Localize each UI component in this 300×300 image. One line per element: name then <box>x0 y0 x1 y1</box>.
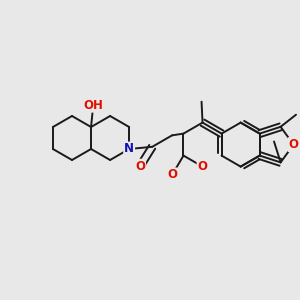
Text: O: O <box>167 169 177 182</box>
Text: O: O <box>135 160 145 173</box>
Text: N: N <box>124 142 134 155</box>
Text: O: O <box>289 138 298 151</box>
Text: OH: OH <box>83 99 103 112</box>
Text: O: O <box>197 160 208 173</box>
